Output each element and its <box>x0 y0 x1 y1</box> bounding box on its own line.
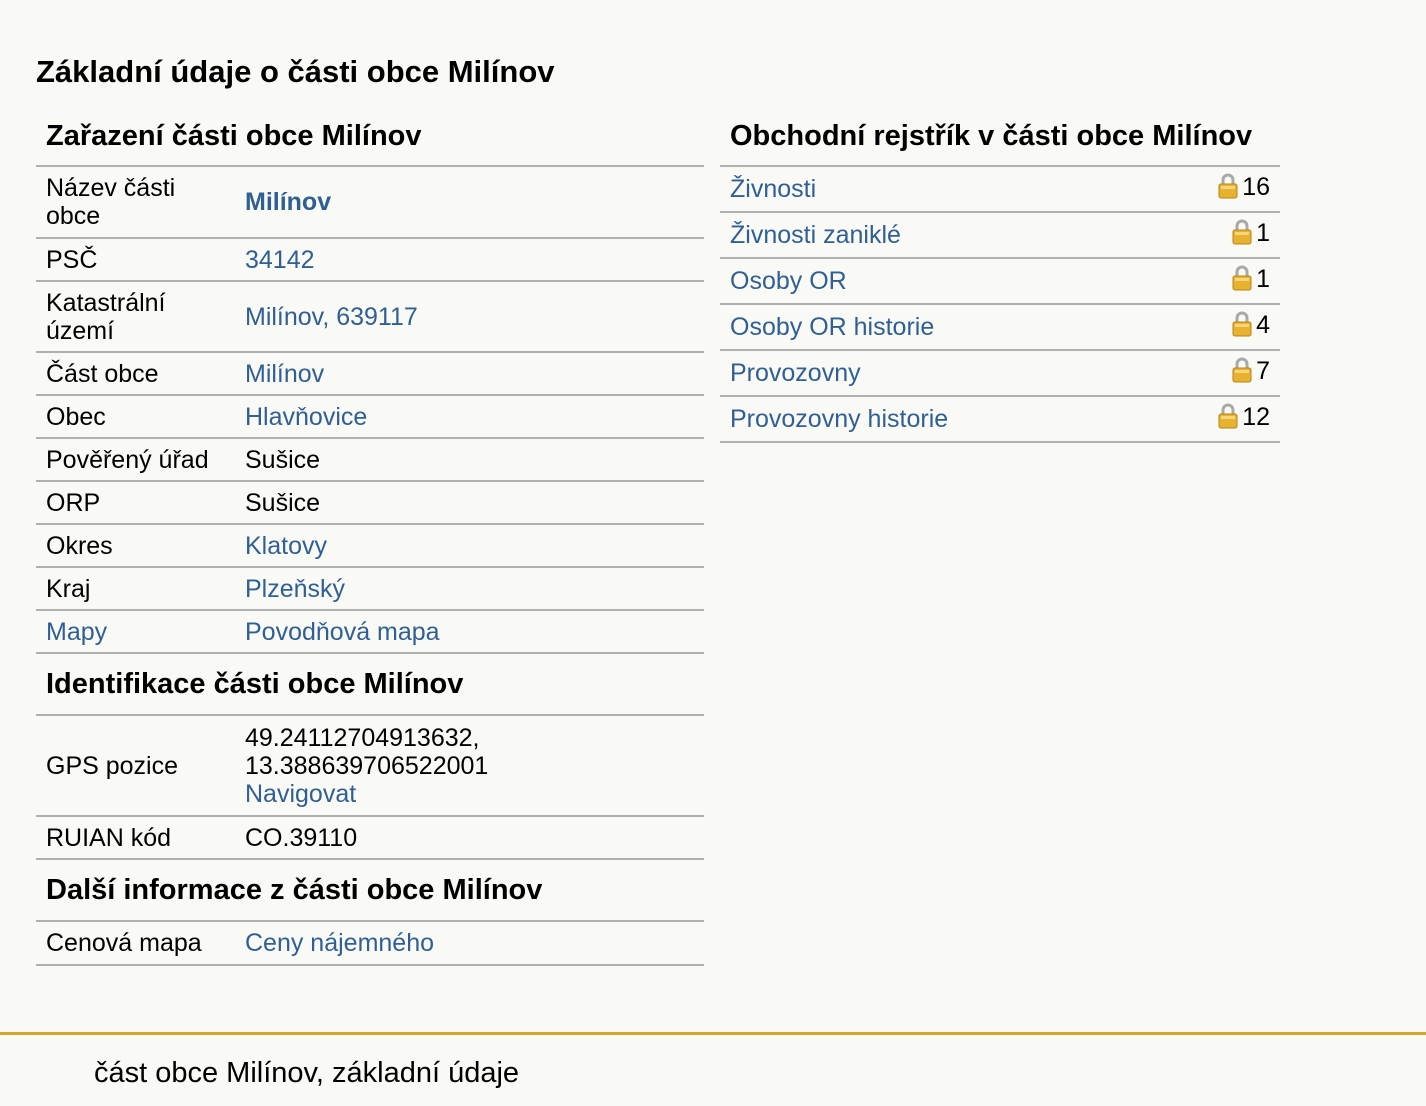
rejstrik-link[interactable]: Provozovny historie <box>730 404 949 433</box>
row-label-cenova-mapa: Cenová mapa <box>36 922 235 966</box>
table-row: Cenová mapa Ceny nájemného <box>36 922 704 966</box>
link-psc[interactable]: 34142 <box>245 245 315 274</box>
link-nazev-casti[interactable]: Milínov <box>245 188 332 216</box>
table-row: Obec Hlavňovice <box>36 395 704 439</box>
table-row: GPS pozice 49.24112704913632, 13.3886397… <box>36 716 704 817</box>
rejstrik-count: 7 <box>1256 356 1270 385</box>
dalsi-table: Cenová mapa Ceny nájemného <box>36 922 704 966</box>
right-column: Obchodní rejstřík v části obce Milínov Ž… <box>720 112 1280 443</box>
rejstrik-count: 12 <box>1242 402 1270 431</box>
table-row: Osoby OR 1 <box>720 258 1280 305</box>
zarazeni-title: Zařazení části obce Milínov <box>36 112 704 167</box>
lock-icon[interactable] <box>1232 219 1252 252</box>
rejstrik-table: Živnosti 16 Živnosti zaniklé 1 Osoby OR 1 Osob… <box>720 167 1280 443</box>
left-column: Zařazení části obce Milínov Název části … <box>36 112 704 966</box>
rejstrik-link[interactable]: Živnosti <box>730 174 817 203</box>
table-row: PSČ 34142 <box>36 238 704 282</box>
rejstrik-count: 4 <box>1256 310 1270 339</box>
row-label-ruian: RUIAN kód <box>36 816 235 860</box>
rejstrik-count: 1 <box>1256 218 1270 247</box>
table-row: Provozovny historie 12 <box>720 396 1280 443</box>
lock-icon[interactable] <box>1218 173 1238 206</box>
table-row: Mapy Povodňová mapa <box>36 610 704 654</box>
link-obec[interactable]: Hlavňovice <box>245 402 368 431</box>
table-row: Živnosti 16 <box>720 167 1280 213</box>
row-label-gps: GPS pozice <box>36 716 235 817</box>
lock-icon[interactable] <box>1218 403 1238 436</box>
row-label-obec: Obec <box>36 395 235 439</box>
rejstrik-count: 16 <box>1242 172 1270 201</box>
table-row: Osoby OR historie 4 <box>720 304 1280 351</box>
zarazeni-table: Název části obce Milínov PSČ 34142 Katas… <box>36 167 704 654</box>
row-label-okres: Okres <box>36 524 235 568</box>
dalsi-title: Další informace z části obce Milínov <box>36 860 704 922</box>
table-row: Pověřený úřad Sušice <box>36 438 704 482</box>
lock-icon[interactable] <box>1232 311 1252 344</box>
row-label-povereny-urad: Pověřený úřad <box>36 438 235 482</box>
value-orp: Sušice <box>235 481 704 525</box>
link-katastralni-uzemi[interactable]: Milínov, 639117 <box>245 302 418 331</box>
navigate-link[interactable]: Navigovat <box>245 779 357 808</box>
row-label-katastralni: Katastrální území <box>36 281 235 353</box>
footer-divider <box>0 1032 1426 1035</box>
table-row: Název části obce Milínov <box>36 167 704 239</box>
rejstrik-link[interactable]: Živnosti zaniklé <box>730 220 901 249</box>
table-row: Kraj Plzeňský <box>36 567 704 611</box>
gps-lat: 49.24112704913632, <box>245 723 480 752</box>
row-label-orp: ORP <box>36 481 235 525</box>
value-povereny-urad: Sušice <box>235 438 704 482</box>
rejstrik-link[interactable]: Osoby OR historie <box>730 312 935 341</box>
link-okres[interactable]: Klatovy <box>245 531 327 560</box>
table-row: Katastrální území Milínov, 639117 <box>36 281 704 353</box>
table-row: RUIAN kód CO.39110 <box>36 816 704 860</box>
row-label-nazev: Název části obce <box>36 167 235 239</box>
rejstrik-title: Obchodní rejstřík v části obce Milínov <box>720 112 1280 167</box>
identifikace-title: Identifikace části obce Milínov <box>36 654 704 716</box>
link-povodnova-mapa[interactable]: Povodňová mapa <box>245 617 440 646</box>
value-ruian: CO.39110 <box>235 816 704 860</box>
identifikace-table: GPS pozice 49.24112704913632, 13.3886397… <box>36 716 704 860</box>
rejstrik-count: 1 <box>1256 264 1270 293</box>
gps-lon: 13.388639706522001 <box>245 751 489 780</box>
rejstrik-link[interactable]: Provozovny <box>730 358 861 387</box>
table-row: Provozovny 7 <box>720 350 1280 397</box>
rejstrik-link[interactable]: Osoby OR <box>730 266 847 295</box>
footer-text: část obce Milínov, základní údaje <box>94 1057 520 1089</box>
table-row: Okres Klatovy <box>36 524 704 568</box>
lock-icon[interactable] <box>1232 357 1252 390</box>
link-mapy[interactable]: Mapy <box>46 617 108 646</box>
lock-icon[interactable] <box>1232 265 1252 298</box>
row-label-psc: PSČ <box>36 238 235 282</box>
link-ceny-najemneho[interactable]: Ceny nájemného <box>245 929 435 957</box>
table-row: Část obce Milínov <box>36 352 704 396</box>
table-row: Živnosti zaniklé 1 <box>720 212 1280 259</box>
table-row: ORP Sušice <box>36 481 704 525</box>
link-kraj[interactable]: Plzeňský <box>245 574 346 603</box>
row-label-kraj: Kraj <box>36 567 235 611</box>
page-title: Základní údaje o části obce Milínov <box>36 54 555 89</box>
link-cast-obce[interactable]: Milínov <box>245 359 325 388</box>
row-label-cast-obce: Část obce <box>36 352 235 396</box>
